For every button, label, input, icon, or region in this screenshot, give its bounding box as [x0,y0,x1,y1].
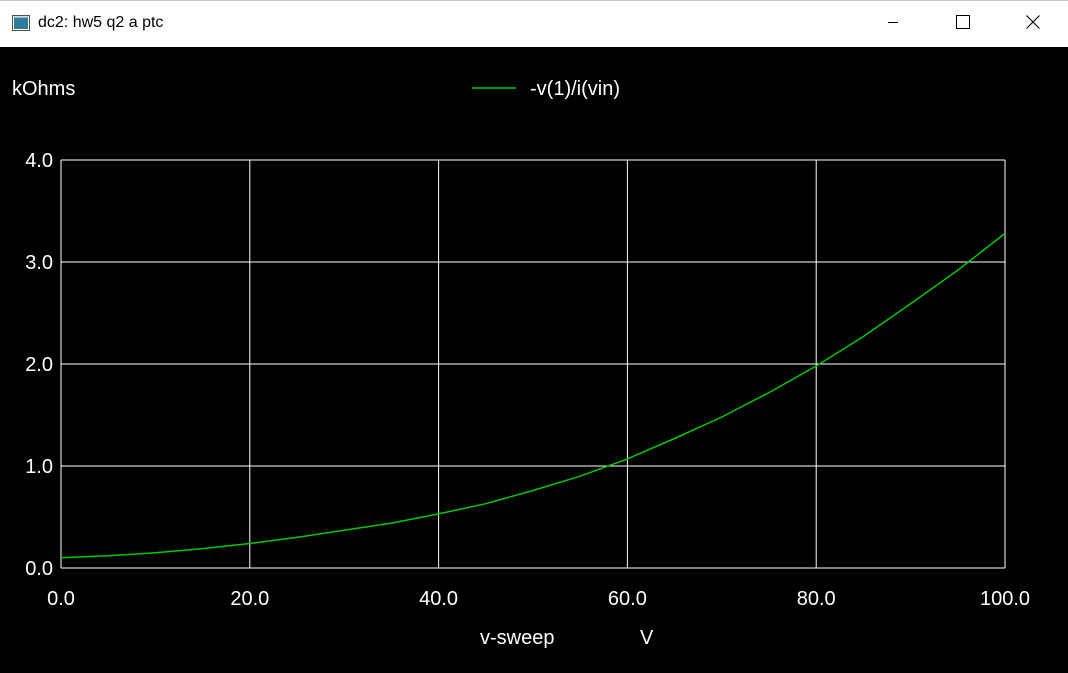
tick-labels: 0.0 20.0 40.0 60.0 80.0 100.0 0.0 1.0 2.0 3.0 4.0 [25,150,1030,610]
trace-line [60,232,1006,559]
y-tick-label: 1.0 [25,456,53,478]
plot-window-icon [12,15,30,31]
title-bar[interactable]: dc2: hw5 q2 a ptc [0,0,1068,47]
x-tick-label: 40.0 [419,588,458,610]
x-axis-label: v-sweep [480,627,554,649]
minimize-icon [887,15,899,33]
legend: -v(1)/i(vin) [472,78,620,100]
close-button[interactable] [1002,1,1064,47]
y-tick-label: 0.0 [25,558,53,580]
maximize-button[interactable] [932,1,994,47]
grid [60,159,1006,569]
x-tick-label: 100.0 [980,588,1030,610]
traces [60,232,1006,559]
legend-label: -v(1)/i(vin) [530,78,620,100]
maximize-icon [956,14,970,34]
plot-chart[interactable]: kOhms -v(1)/i(vin) 0.0 20.0 40.0 60.0 80.0 10… [0,47,1068,673]
y-tick-label: 4.0 [25,150,53,172]
x-tick-label: 60.0 [608,588,647,610]
y-tick-label: 2.0 [25,354,53,376]
window-title: dc2: hw5 q2 a ptc [38,14,164,31]
x-axis-unit-label: V [640,627,654,649]
plot-area[interactable]: kOhms -v(1)/i(vin) 0.0 20.0 40.0 60.0 80.0 10… [0,47,1068,673]
x-tick-label: 0.0 [47,588,75,610]
y-tick-label: 3.0 [25,252,53,274]
close-icon [1026,14,1040,34]
x-tick-label: 20.0 [230,588,269,610]
x-tick-label: 80.0 [797,588,836,610]
minimize-button[interactable] [862,1,924,47]
y-axis-unit-label: kOhms [12,78,75,100]
